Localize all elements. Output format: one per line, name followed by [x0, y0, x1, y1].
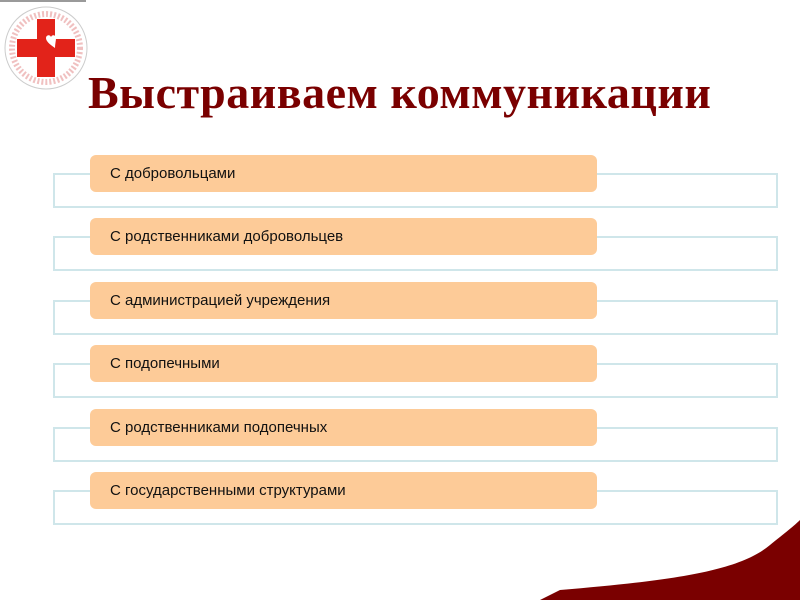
list-item: С администрацией учреждения	[53, 282, 800, 338]
item-label: С добровольцами	[90, 155, 597, 192]
item-label: С администрацией учреждения	[90, 282, 597, 319]
list-item: С государственными структурами	[53, 472, 800, 528]
list-item: С добровольцами	[53, 155, 800, 211]
item-label: С подопечными	[90, 345, 597, 382]
item-label: С родственниками подопечных	[90, 409, 597, 446]
item-label: С родственниками добровольцев	[90, 218, 597, 255]
list-item: С подопечными	[53, 345, 800, 401]
top-divider	[0, 0, 86, 2]
list-item: С родственниками добровольцев	[53, 218, 800, 274]
logo	[4, 6, 88, 90]
page-title: Выстраиваем коммуникации	[88, 67, 712, 118]
item-label: С государственными структурами	[90, 472, 597, 509]
list-item: С родственниками подопечных	[53, 409, 800, 465]
